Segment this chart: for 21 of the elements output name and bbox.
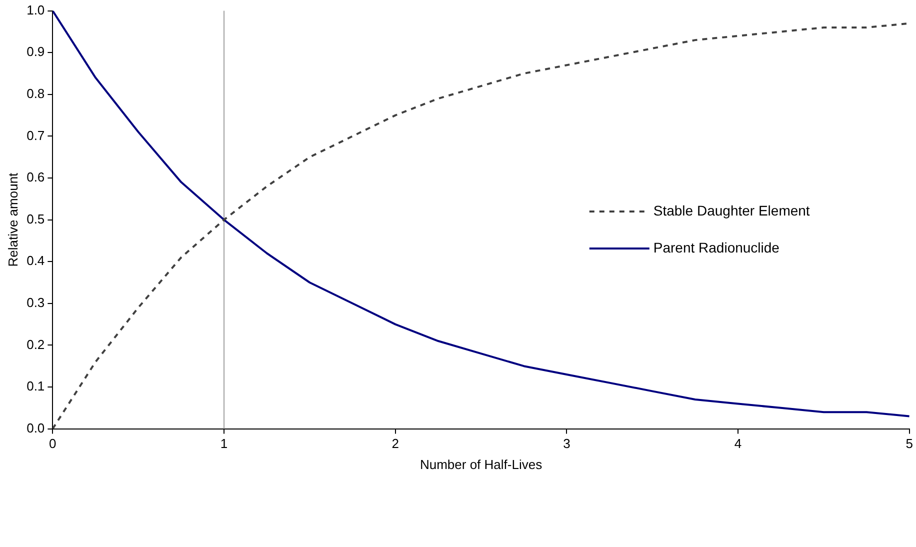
y-tick-label: 0.1 [26,378,45,394]
y-tick-label: 0.2 [26,336,45,352]
y-tick-label: 0.5 [26,211,45,226]
y-tick-label: 0.9 [26,44,45,60]
legend-label: Parent Radionuclide [653,239,780,256]
y-tick-label: 0.6 [26,170,45,185]
legend-label: Stable Daughter Element [653,202,810,218]
y-tick-label: 1.0 [26,2,45,18]
x-tick-label: 3 [563,436,570,452]
y-tick-label: 0.3 [26,294,45,310]
x-axis-title: Number of Half-Lives [420,456,543,472]
y-axis-title: Relative amount [5,172,20,267]
x-tick-label: 2 [392,436,399,452]
x-tick-label: 1 [220,436,228,452]
x-tick-label: 5 [906,436,913,452]
y-tick-label: 0.7 [26,128,45,143]
y-tick-label: 0.4 [26,253,45,268]
y-tick-label: 0.0 [26,420,45,436]
x-tick-label: 4 [734,436,742,452]
x-tick-label: 0 [49,436,56,452]
y-tick-label: 0.8 [26,86,45,101]
